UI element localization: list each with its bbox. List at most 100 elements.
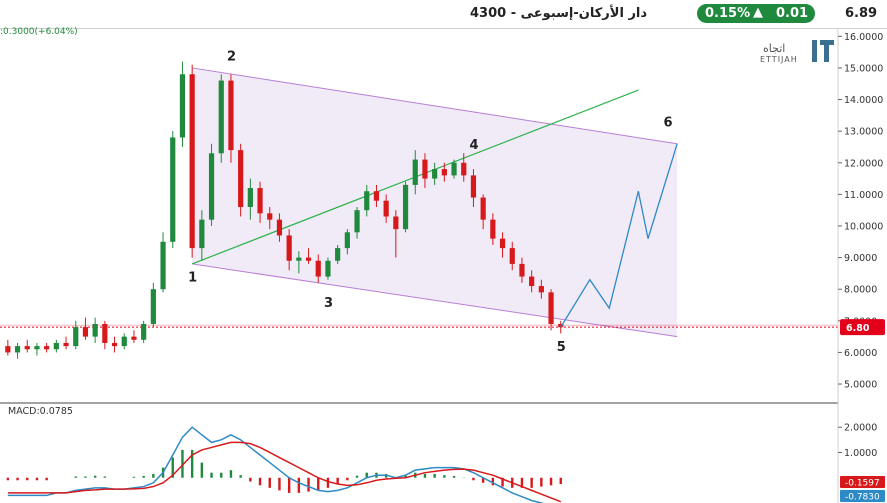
candle-body bbox=[373, 191, 380, 201]
price-tick-label: 9.0000 bbox=[844, 253, 877, 264]
candle-body bbox=[34, 346, 40, 350]
candle-body bbox=[247, 188, 253, 208]
logo-mark-top bbox=[820, 40, 834, 45]
candle-body bbox=[208, 153, 215, 220]
wave-label-4: 4 bbox=[469, 138, 478, 153]
wave-label-1: 1 bbox=[188, 271, 197, 286]
candle-body bbox=[393, 216, 399, 230]
candle-body bbox=[490, 219, 496, 239]
price-tick-label: 10.0000 bbox=[844, 221, 883, 232]
candle-body bbox=[441, 169, 447, 176]
candle-body bbox=[402, 184, 409, 230]
candle-body bbox=[189, 74, 195, 249]
candle-body bbox=[451, 162, 457, 176]
candle-body bbox=[461, 162, 467, 176]
logo-arabic: اتجاه bbox=[763, 42, 785, 55]
candle-body bbox=[383, 200, 389, 217]
channel-lower-line bbox=[192, 263, 678, 338]
candle-body bbox=[296, 257, 302, 261]
candle-body bbox=[5, 346, 11, 353]
candle-body bbox=[315, 260, 321, 277]
wave-label-6: 6 bbox=[663, 116, 672, 131]
candle-body bbox=[199, 219, 205, 249]
macd-tick-label: 1.0000 bbox=[844, 448, 877, 459]
candle-body bbox=[14, 346, 21, 353]
candle-body bbox=[519, 263, 525, 277]
symbol-title: دار الأركان-إسبوعى - 4300 bbox=[470, 6, 648, 21]
current-price-tag bbox=[840, 319, 885, 336]
logo-mark-stem bbox=[824, 45, 829, 62]
candle-body bbox=[111, 342, 118, 347]
price-tick-label: 6.0000 bbox=[844, 348, 877, 359]
macd-value-tag bbox=[840, 490, 885, 502]
price-tick-label: 8.0000 bbox=[844, 285, 877, 296]
candle-body bbox=[238, 150, 244, 208]
candle-body bbox=[480, 197, 486, 220]
candle-body bbox=[344, 232, 350, 249]
projection-path bbox=[560, 143, 678, 328]
channel-upper-line bbox=[192, 67, 678, 145]
candle-body bbox=[499, 238, 506, 249]
candle-body bbox=[276, 219, 283, 236]
candle-body bbox=[44, 346, 50, 350]
chart-header: دار الأركان-إسبوعى - 4300 0.15% ▲ 0.01 6… bbox=[0, 0, 887, 29]
change-percent: 0.15% bbox=[705, 6, 751, 21]
candle-body bbox=[548, 292, 554, 324]
channel-fill bbox=[192, 67, 678, 337]
candle-body bbox=[286, 235, 292, 261]
candle-body bbox=[529, 276, 535, 287]
candle-body bbox=[257, 188, 263, 214]
candle-body bbox=[305, 257, 312, 261]
candle-body bbox=[179, 74, 186, 138]
candle-body bbox=[141, 323, 147, 340]
candle-body bbox=[470, 175, 477, 198]
candle-body bbox=[228, 80, 234, 151]
candle-body bbox=[267, 213, 273, 220]
price-tick-label: 15.0000 bbox=[844, 63, 883, 74]
macd-value-tag-label: -0.1597 bbox=[845, 479, 880, 489]
candle-body bbox=[160, 241, 166, 290]
candle-body bbox=[102, 323, 108, 343]
candle-body bbox=[53, 342, 59, 350]
up-arrow-icon: ▲ bbox=[753, 5, 763, 20]
candle-body bbox=[170, 137, 176, 242]
logo-mark-bar bbox=[812, 40, 817, 62]
wave-label-3: 3 bbox=[324, 296, 333, 311]
candle-body bbox=[218, 80, 224, 154]
macd-line bbox=[7, 426, 545, 503]
candle-body bbox=[432, 169, 438, 179]
logo-latin: ETTIJAH bbox=[760, 55, 798, 64]
change-absolute: 0.01 bbox=[776, 6, 809, 21]
candle-body bbox=[335, 248, 341, 261]
candle-body bbox=[354, 210, 360, 233]
macd-value-tag-label: -0.7830 bbox=[845, 493, 880, 503]
candle-body bbox=[325, 260, 331, 277]
macd-value-tag bbox=[840, 476, 885, 488]
candle-body bbox=[73, 327, 79, 347]
wave-label-5: 5 bbox=[557, 340, 566, 355]
last-price: 6.89 bbox=[845, 6, 878, 21]
candle-body bbox=[82, 327, 89, 337]
candle-body bbox=[509, 248, 515, 264]
candle-body bbox=[412, 159, 418, 185]
price-tick-label: 12.0000 bbox=[844, 158, 883, 169]
candle-body bbox=[92, 323, 98, 337]
candle-body bbox=[364, 191, 370, 211]
candle-body bbox=[558, 323, 564, 328]
price-tick-label: 13.0000 bbox=[844, 127, 883, 138]
price-tick-label: 14.0000 bbox=[844, 95, 883, 106]
macd-tick-label: 2.0000 bbox=[844, 423, 877, 434]
price-tick-label: 11.0000 bbox=[844, 190, 883, 201]
signal-line bbox=[7, 441, 562, 503]
wave-label-2: 2 bbox=[227, 49, 236, 64]
candle-body bbox=[131, 336, 137, 340]
candle-body bbox=[538, 286, 544, 293]
candle-body bbox=[150, 289, 156, 324]
top-left-change-label: :0.3000(+6.04%) bbox=[0, 27, 78, 37]
current-price-tag-label: 6.80 bbox=[846, 323, 870, 334]
price-tick-label: 5.0000 bbox=[844, 380, 877, 391]
macd-label: MACD:0.0785 bbox=[8, 406, 73, 417]
candle-body bbox=[422, 159, 428, 179]
price-tick-label: 16.0000 bbox=[844, 32, 883, 43]
